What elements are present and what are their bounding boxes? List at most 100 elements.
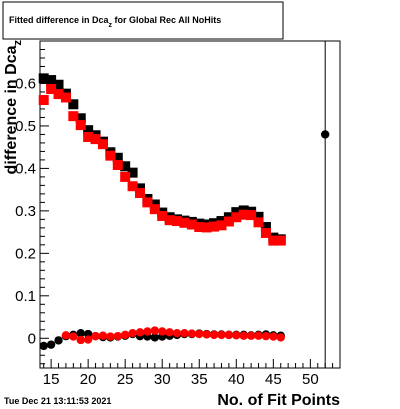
timestamp: Tue Dec 21 13:11:53 2021 <box>4 396 111 406</box>
data-point-square <box>97 139 108 150</box>
x-tick-label: 45 <box>265 371 282 388</box>
data-point-square <box>105 150 116 161</box>
data-point-square <box>53 89 64 100</box>
data-point-square <box>260 227 271 238</box>
data-point-circle <box>76 328 85 338</box>
data-point-square <box>268 235 279 246</box>
data-point-circle <box>276 333 285 342</box>
data-point-circle <box>202 330 211 339</box>
x-tick-label: 20 <box>80 371 97 388</box>
data-point-square <box>112 152 123 163</box>
data-point-circle <box>269 332 278 341</box>
data-point-circle <box>187 329 197 338</box>
data-point-square <box>201 222 212 233</box>
data-point-square <box>68 99 79 110</box>
y-tick-label: 0.4 <box>15 160 36 177</box>
data-point-circle <box>150 326 160 335</box>
data-point-square <box>68 111 79 122</box>
data-point-square <box>135 188 145 199</box>
data-point-square <box>120 171 131 182</box>
y-tick-label: 0 <box>28 330 36 347</box>
data-point-square <box>127 167 138 178</box>
data-point-circle <box>224 330 234 340</box>
plot-frame <box>39 40 341 369</box>
x-tick-label: 15 <box>43 371 60 388</box>
data-point-circle <box>46 340 56 349</box>
data-point-square <box>53 79 64 90</box>
data-point-square <box>216 220 227 231</box>
data-point-square <box>75 120 86 131</box>
data-point-circle <box>69 332 78 341</box>
data-point-square <box>275 235 286 246</box>
data-point-square <box>231 212 242 223</box>
x-tick-label: 25 <box>117 371 134 388</box>
data-point-circle <box>320 130 330 139</box>
data-point-square <box>38 95 49 106</box>
x-tick-label: 40 <box>228 371 245 388</box>
x-tick-label: 50 <box>302 371 319 388</box>
data-point-circle <box>39 341 48 351</box>
data-point-circle <box>165 328 174 337</box>
data-point-square <box>231 207 242 218</box>
data-point-circle <box>61 331 71 340</box>
x-tick-label: 35 <box>191 371 208 388</box>
title-box: Fitted difference in Dcaz for Global Rec… <box>2 1 284 40</box>
data-point-circle <box>135 328 145 337</box>
data-point-square <box>164 215 175 226</box>
data-point-circle <box>254 331 263 340</box>
data-point-circle <box>113 331 122 341</box>
y-tick-label: 0.5 <box>15 118 36 135</box>
x-axis-label: No. of Fit Points <box>217 392 340 409</box>
data-point-square <box>179 217 190 228</box>
data-point-square <box>209 221 220 232</box>
data-point-circle <box>83 335 93 344</box>
data-point-square <box>38 73 49 84</box>
data-point-square <box>238 209 249 220</box>
data-point-square <box>90 134 101 145</box>
data-point-square <box>120 161 131 172</box>
data-point-circle <box>158 327 167 336</box>
x-tick-label: 30 <box>154 371 171 388</box>
data-point-square <box>223 216 234 227</box>
data-point-square <box>46 75 57 86</box>
y-axis-label: difference in Dcaz <box>3 40 24 175</box>
data-point-square <box>112 160 123 171</box>
data-points <box>38 73 330 351</box>
data-point-circle <box>91 331 100 341</box>
data-point-square <box>142 197 153 208</box>
data-point-circle <box>172 328 182 338</box>
data-point-circle <box>54 336 63 345</box>
data-point-square <box>260 222 271 233</box>
data-point-circle <box>98 331 108 340</box>
data-point-circle <box>106 332 115 341</box>
data-point-circle <box>261 331 271 341</box>
data-point-circle <box>150 333 160 342</box>
data-point-circle <box>232 331 241 340</box>
data-point-circle <box>180 328 189 338</box>
data-point-square <box>75 113 86 124</box>
y-tick-label: 0.3 <box>15 203 36 220</box>
chart-title: Fitted difference in Dcaz for Global Rec… <box>9 15 221 29</box>
data-point-circle <box>217 330 226 340</box>
data-point-square <box>157 210 168 221</box>
x-axis-ticks: 15 20 25 30 35 40 45 50 <box>43 359 341 388</box>
data-point-circle <box>120 330 130 340</box>
data-point-square <box>83 125 94 136</box>
data-point-square <box>46 83 57 94</box>
data-point-square <box>194 222 205 233</box>
data-point-square <box>172 216 183 227</box>
data-point-circle <box>128 328 137 338</box>
data-point-circle <box>195 329 204 339</box>
data-point-circle <box>239 331 248 340</box>
data-point-square <box>253 217 264 228</box>
data-point-square <box>60 92 71 103</box>
data-point-square <box>83 131 94 142</box>
y-tick-label: 0.2 <box>15 245 36 262</box>
data-point-square <box>127 181 138 192</box>
data-point-square <box>149 204 160 215</box>
data-point-circle <box>209 330 219 340</box>
data-point-circle <box>143 327 152 336</box>
y-tick-label: 0.6 <box>15 75 36 92</box>
data-point-square <box>186 219 197 230</box>
